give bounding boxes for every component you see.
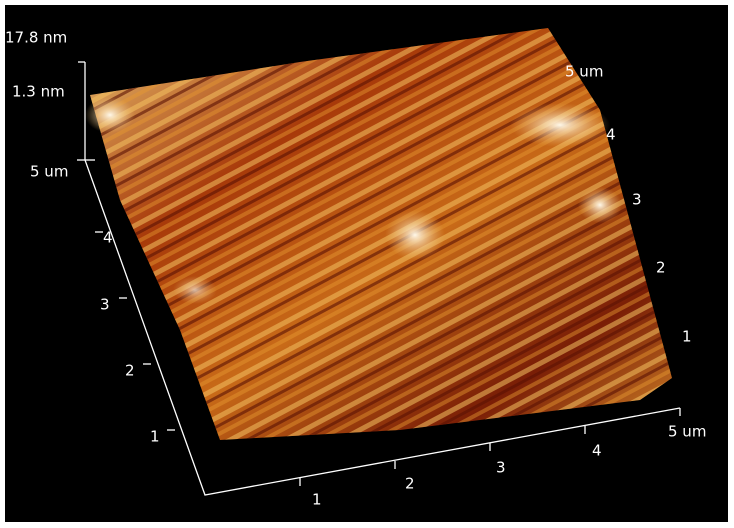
right-axis-tick-label: 4 [606,126,616,144]
right-axis-tick-label: 2 [656,259,666,277]
right-axis-tick-label: 3 [632,191,642,209]
surface [85,28,672,440]
z-min-label: 1.3 nm [12,83,65,101]
axes [78,61,681,496]
bottom-axis-tick-label: 2 [405,475,415,493]
right-axis-tick-label: 5 um [565,63,603,81]
left-axis-tick-label: 2 [125,362,135,380]
left-axis-tick-label: 4 [103,229,113,247]
left-axis-tick-label: 5 um [30,163,68,181]
bottom-axis-tick-label: 5 um [668,423,706,441]
bottom-axis-tick-label: 4 [592,442,602,460]
right-axis-tick-label: 1 [682,328,692,346]
left-axis-tick-label: 3 [100,296,110,314]
left-axis-tick-label: 1 [150,428,160,446]
bottom-axis-tick-label: 3 [496,459,506,477]
bottom-axis-tick-label: 1 [312,491,322,509]
z-max-label: 17.8 nm [5,29,67,47]
